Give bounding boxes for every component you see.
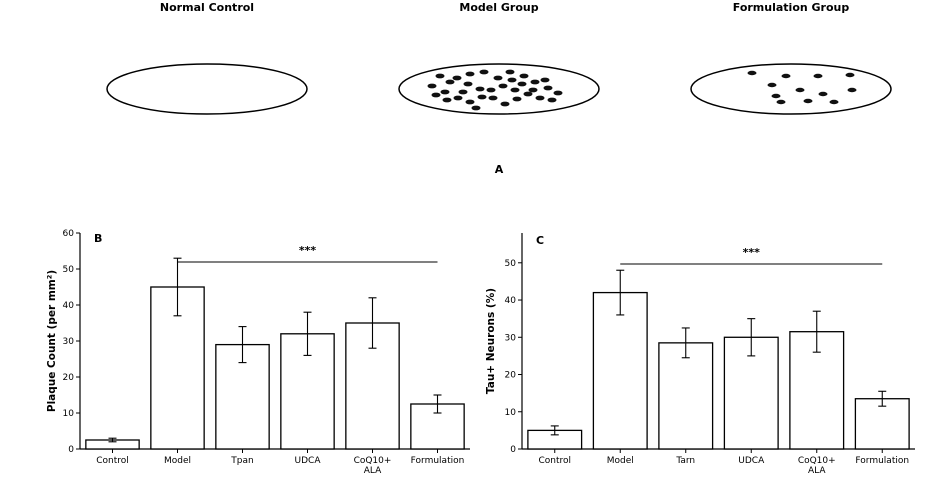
- plaque-spot: [453, 95, 463, 101]
- x-tick-label: Tpan: [230, 456, 253, 466]
- bar: [658, 342, 714, 450]
- plaque-spot: [498, 83, 508, 89]
- bar: [854, 398, 910, 450]
- plaque-spot: [845, 72, 855, 78]
- dish-model-group: [398, 63, 600, 115]
- formulation-plaques: [747, 70, 857, 105]
- plaque-spot: [500, 101, 510, 107]
- plaque-spot: [505, 69, 515, 75]
- plaque-spot: [540, 77, 550, 83]
- significance-label: ***: [299, 244, 317, 257]
- plaque-spot: [465, 71, 475, 77]
- plaque-spot: [440, 89, 450, 95]
- plaque-spot: [431, 92, 441, 98]
- plaque-spot: [519, 73, 529, 79]
- plaque-spot: [747, 70, 757, 76]
- panel-a: Normal Control Model Group Formulation G…: [106, 1, 892, 176]
- plaque-spot: [803, 98, 813, 104]
- plaque-spot: [507, 77, 517, 83]
- y-tick-label: 30: [63, 337, 75, 347]
- x-tick-label: CoQ10+ ALA: [354, 456, 392, 476]
- plaque-spot: [767, 82, 777, 88]
- x-tick-label: CoQ10+ ALA: [798, 456, 836, 476]
- y-axis-title: Plaque Count (per mm²): [46, 270, 58, 412]
- plaque-spot: [818, 91, 828, 97]
- panel-label: C: [536, 234, 544, 247]
- plaque-spot: [528, 87, 538, 93]
- plaque-spot: [427, 83, 437, 89]
- plaque-spot: [547, 97, 557, 103]
- plaque-spot: [465, 99, 475, 105]
- chart-panel-b: 0 10 20 30 40 50 60 Plaque Count (per mm²) B Cont…: [46, 229, 470, 476]
- plaque-spot: [543, 85, 553, 91]
- plaque-spot: [458, 89, 468, 95]
- plaque-spot: [486, 87, 496, 93]
- y-tick-label: 40: [63, 301, 75, 311]
- significance-label: ***: [743, 246, 761, 259]
- plaque-spot: [442, 97, 452, 103]
- plaque-spot: [488, 95, 498, 101]
- plaque-spot: [493, 75, 503, 81]
- plaque-spot: [435, 73, 445, 79]
- x-tick-label: Formulation: [855, 456, 909, 466]
- panel-a-title-normal: Normal Control: [160, 1, 254, 14]
- plaque-spot: [471, 105, 481, 111]
- x-tick-label: Tarn: [675, 456, 695, 466]
- x-tick-label: Control: [538, 456, 571, 466]
- plaque-spot: [512, 96, 522, 102]
- x-tick-label: Formulation: [411, 456, 465, 466]
- y-tick-label: 60: [63, 229, 75, 239]
- y-tick-label: 0: [510, 445, 516, 455]
- x-tick-label: UDCA: [738, 456, 765, 466]
- panel-label: B: [94, 232, 102, 245]
- dish-formulation-group: [690, 63, 892, 115]
- x-tick-label: Control: [96, 456, 129, 466]
- plaque-spot: [553, 90, 563, 96]
- plaque-spot: [530, 79, 540, 85]
- plaque-spot: [771, 93, 781, 99]
- plaque-spot: [813, 73, 823, 79]
- chart-panel-c: 0 10 20 30 40 50 Tau+ Neurons (%) C Control Model…: [485, 233, 915, 476]
- dish-normal-control: [106, 63, 308, 115]
- x-tick-label: Model: [164, 456, 191, 466]
- plaque-spot: [479, 69, 489, 75]
- plaque-spot: [510, 87, 520, 93]
- y-tick-label: 10: [63, 409, 75, 419]
- model-plaques: [427, 69, 563, 111]
- panel-a-title-formulation: Formulation Group: [733, 1, 850, 14]
- y-tick-label: 50: [63, 265, 75, 275]
- x-tick-label: UDCA: [295, 456, 322, 466]
- plaque-spot: [535, 95, 545, 101]
- y-tick-label: 30: [505, 333, 517, 343]
- plaque-spot: [847, 87, 857, 93]
- panel-a-title-model: Model Group: [459, 1, 538, 14]
- plaque-spot: [477, 94, 487, 100]
- plaque-spot: [795, 87, 805, 93]
- x-tick-label: Model: [607, 456, 634, 466]
- bar: [592, 291, 648, 450]
- plaque-spot: [517, 81, 527, 87]
- y-tick-label: 20: [63, 373, 75, 383]
- y-tick-label: 10: [505, 408, 517, 418]
- plaque-spot: [463, 81, 473, 87]
- y-tick-label: 0: [68, 445, 74, 455]
- plaque-spot: [829, 99, 839, 105]
- y-tick-label: 20: [505, 371, 517, 381]
- plaque-spot: [452, 75, 462, 81]
- plaque-spot: [776, 99, 786, 105]
- plaque-spot: [781, 73, 791, 79]
- y-axis-title: Tau+ Neurons (%): [485, 288, 497, 394]
- y-tick-label: 40: [505, 296, 517, 306]
- plaque-spot: [475, 86, 485, 92]
- y-tick-label: 50: [505, 259, 517, 269]
- plaque-spot: [445, 79, 455, 85]
- panel-a-label: A: [495, 163, 504, 176]
- plaque-spot: [523, 91, 533, 97]
